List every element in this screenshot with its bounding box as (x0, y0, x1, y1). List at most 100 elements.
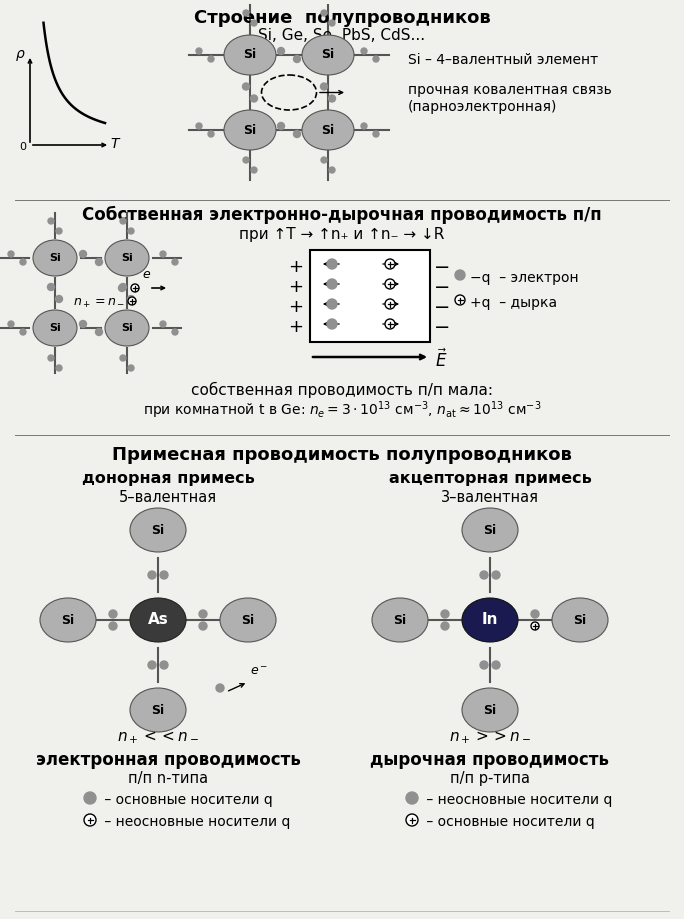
Text: Si, Ge, Se, PbS, CdS...: Si, Ge, Se, PbS, CdS... (259, 28, 425, 43)
Circle shape (243, 10, 249, 16)
Circle shape (79, 321, 86, 327)
Text: $n_+=n_-$: $n_+=n_-$ (73, 297, 125, 310)
Circle shape (56, 228, 62, 234)
Circle shape (406, 814, 418, 826)
Text: акцепторная примесь: акцепторная примесь (389, 471, 592, 485)
Circle shape (47, 283, 55, 290)
Circle shape (148, 571, 156, 579)
Text: +: + (289, 298, 304, 316)
Circle shape (148, 661, 156, 669)
Circle shape (160, 661, 168, 669)
Circle shape (199, 622, 207, 630)
Circle shape (128, 297, 136, 305)
Circle shape (278, 48, 285, 54)
Circle shape (327, 299, 337, 309)
Text: Si – 4–валентный элемент: Si – 4–валентный элемент (408, 53, 598, 67)
Text: Si: Si (244, 49, 256, 62)
Circle shape (441, 622, 449, 630)
Ellipse shape (105, 240, 149, 276)
Ellipse shape (130, 688, 186, 732)
Circle shape (293, 130, 300, 138)
Text: +: + (289, 318, 304, 336)
Text: −: − (434, 278, 450, 297)
Ellipse shape (302, 110, 354, 150)
Text: Si: Si (241, 614, 254, 627)
Circle shape (321, 157, 327, 163)
Text: e: e (142, 268, 150, 281)
Circle shape (385, 299, 395, 309)
Text: Собственная электронно-дырочная проводимость п/п: Собственная электронно-дырочная проводим… (82, 206, 602, 224)
Text: Si: Si (151, 704, 165, 717)
Circle shape (385, 279, 395, 289)
Circle shape (196, 123, 202, 129)
Circle shape (96, 328, 103, 335)
Circle shape (243, 83, 250, 90)
Ellipse shape (105, 310, 149, 346)
Ellipse shape (224, 35, 276, 75)
Circle shape (480, 571, 488, 579)
Text: собственная проводимость п/п мала:: собственная проводимость п/п мала: (191, 382, 493, 398)
Circle shape (531, 622, 539, 630)
Text: Строение  полупроводников: Строение полупроводников (194, 9, 490, 27)
Text: Si: Si (121, 253, 133, 263)
Ellipse shape (40, 598, 96, 642)
Text: электронная проводимость: электронная проводимость (36, 751, 300, 769)
Circle shape (120, 355, 126, 361)
Ellipse shape (130, 508, 186, 552)
Circle shape (327, 259, 337, 269)
Text: при ↑T → ↑n₊ и ↑n₋ → ↓R: при ↑T → ↑n₊ и ↑n₋ → ↓R (239, 228, 445, 243)
Circle shape (328, 95, 335, 102)
Text: T: T (111, 137, 119, 151)
Circle shape (480, 661, 488, 669)
Text: Примесная проводимость полупроводников: Примесная проводимость полупроводников (112, 446, 572, 464)
Circle shape (79, 251, 86, 257)
Ellipse shape (220, 598, 276, 642)
Circle shape (120, 218, 126, 224)
Circle shape (160, 251, 166, 257)
Text: Si: Si (244, 123, 256, 137)
Text: (парноэлектронная): (парноэлектронная) (408, 100, 557, 114)
Circle shape (278, 122, 285, 130)
Text: $n_+<<n_-$: $n_+<<n_-$ (117, 730, 199, 746)
Circle shape (55, 296, 62, 302)
Circle shape (373, 131, 379, 137)
Ellipse shape (224, 110, 276, 150)
Text: +: + (289, 278, 304, 296)
Circle shape (56, 365, 62, 371)
FancyBboxPatch shape (310, 250, 430, 342)
Circle shape (321, 10, 327, 16)
Circle shape (243, 157, 249, 163)
Ellipse shape (33, 240, 77, 276)
Circle shape (20, 329, 26, 335)
Text: п/п p-типа: п/п p-типа (450, 771, 530, 787)
Circle shape (172, 259, 178, 265)
Text: 5–валентная: 5–валентная (119, 490, 217, 505)
Circle shape (293, 55, 300, 62)
Circle shape (406, 792, 418, 804)
Circle shape (160, 321, 166, 327)
Text: Si: Si (573, 614, 587, 627)
Circle shape (208, 131, 214, 137)
Circle shape (385, 259, 395, 269)
Text: прочная ковалентная связь: прочная ковалентная связь (408, 83, 611, 97)
Text: ρ: ρ (16, 47, 25, 61)
Circle shape (329, 20, 335, 26)
Ellipse shape (33, 310, 77, 346)
Text: Si: Si (484, 704, 497, 717)
Circle shape (361, 123, 367, 129)
Circle shape (199, 610, 207, 618)
Text: Si: Si (321, 123, 334, 137)
Text: $\vec{E}$: $\vec{E}$ (435, 348, 447, 371)
Text: Si: Si (393, 614, 406, 627)
Ellipse shape (462, 598, 518, 642)
Circle shape (128, 365, 134, 371)
Text: дырочная проводимость: дырочная проводимость (371, 751, 609, 769)
Circle shape (48, 355, 54, 361)
Circle shape (216, 684, 224, 692)
Circle shape (128, 228, 134, 234)
Text: $e^-$: $e^-$ (250, 665, 268, 678)
Circle shape (251, 167, 257, 173)
Text: Si: Si (121, 323, 133, 333)
Ellipse shape (462, 688, 518, 732)
Ellipse shape (302, 35, 354, 75)
